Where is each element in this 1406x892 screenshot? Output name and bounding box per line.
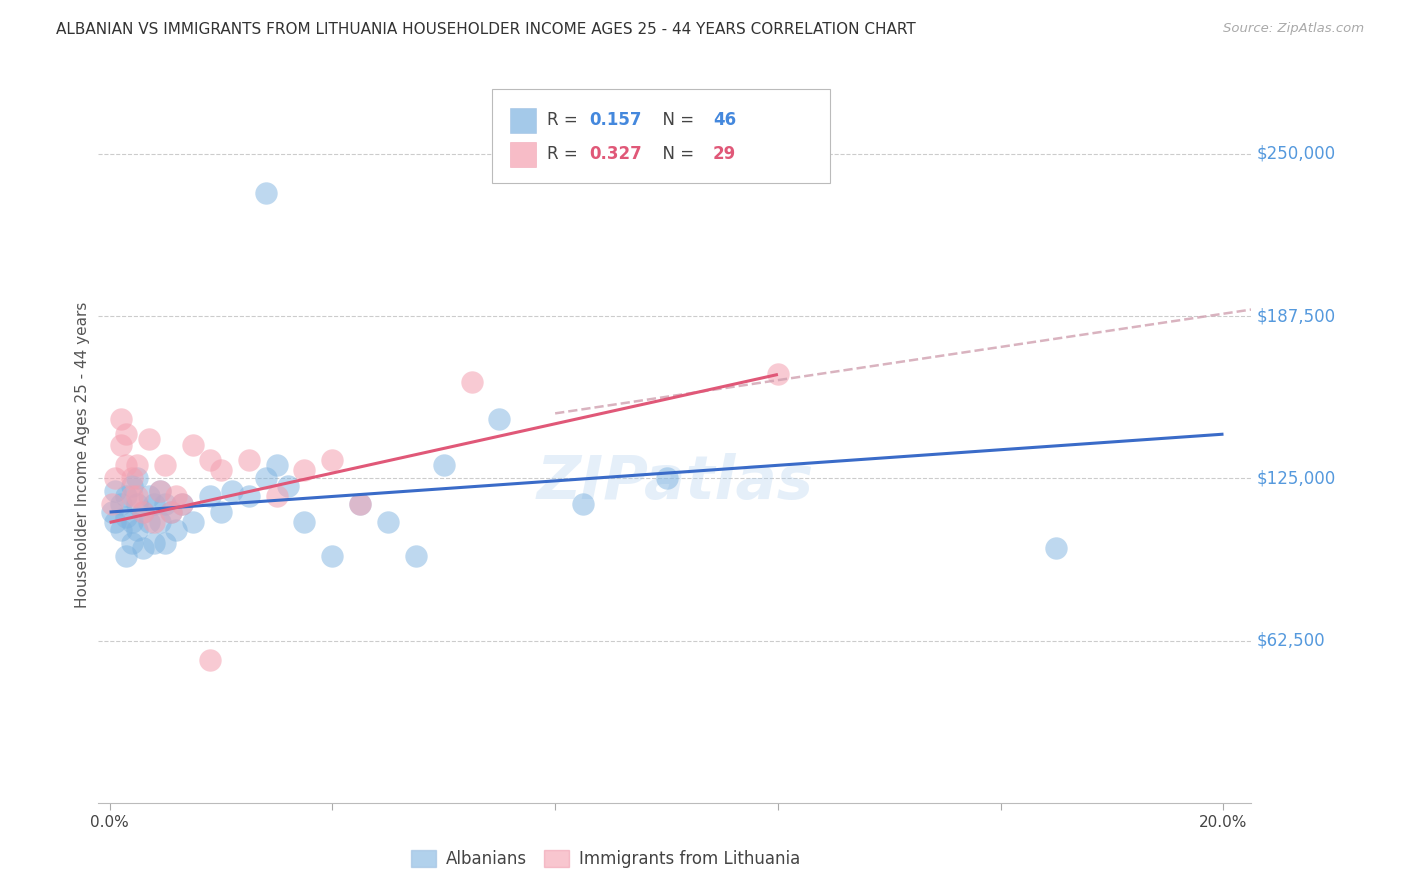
Text: 29: 29 [713, 145, 737, 163]
Text: $187,500: $187,500 [1257, 307, 1336, 325]
Point [488, 411, 510, 425]
Point [155, 458, 177, 473]
Legend: Albanians, Immigrants from Lithuania: Albanians, Immigrants from Lithuania [405, 843, 807, 874]
Point [149, 516, 172, 530]
Point [127, 471, 149, 485]
Point [321, 453, 343, 467]
Text: Source: ZipAtlas.com: Source: ZipAtlas.com [1223, 22, 1364, 36]
Point [198, 653, 221, 667]
Point [101, 497, 124, 511]
Point [266, 458, 288, 473]
Point [238, 490, 260, 504]
Point [349, 497, 371, 511]
Point [377, 516, 399, 530]
Point [101, 505, 124, 519]
Point [149, 484, 172, 499]
Point [159, 505, 181, 519]
Point [121, 479, 143, 493]
Text: ZIPatlas: ZIPatlas [536, 453, 814, 512]
Point [349, 497, 371, 511]
Point [115, 510, 138, 524]
Point [115, 490, 138, 504]
Text: R =: R = [547, 112, 583, 129]
Text: $250,000: $250,000 [1257, 145, 1336, 162]
Point [138, 490, 160, 504]
Point [115, 427, 138, 442]
Point [110, 411, 132, 425]
Point [294, 516, 316, 530]
Point [266, 490, 288, 504]
Point [143, 516, 166, 530]
Point [159, 505, 181, 519]
Point [294, 463, 316, 477]
Point [181, 516, 204, 530]
Point [766, 368, 789, 382]
Point [254, 186, 277, 200]
Point [254, 471, 277, 485]
Point [165, 490, 187, 504]
Point [165, 523, 187, 537]
Point [110, 497, 132, 511]
Point [405, 549, 427, 564]
Point [127, 490, 149, 504]
Point [104, 484, 127, 499]
Point [209, 505, 232, 519]
Point [460, 376, 482, 390]
Point [121, 536, 143, 550]
Point [104, 516, 127, 530]
Point [221, 484, 243, 499]
Point [655, 471, 678, 485]
Point [104, 471, 127, 485]
Text: 0.327: 0.327 [589, 145, 643, 163]
Text: 46: 46 [713, 112, 735, 129]
Point [121, 490, 143, 504]
Point [143, 536, 166, 550]
Point [121, 471, 143, 485]
Point [143, 497, 166, 511]
Point [198, 490, 221, 504]
Point [132, 505, 155, 519]
Text: $125,000: $125,000 [1257, 469, 1336, 487]
Text: ALBANIAN VS IMMIGRANTS FROM LITHUANIA HOUSEHOLDER INCOME AGES 25 - 44 YEARS CORR: ALBANIAN VS IMMIGRANTS FROM LITHUANIA HO… [56, 22, 915, 37]
Point [110, 523, 132, 537]
Point [170, 497, 193, 511]
Point [127, 497, 149, 511]
Text: $62,500: $62,500 [1257, 632, 1326, 649]
Point [127, 523, 149, 537]
Point [132, 505, 155, 519]
Y-axis label: Householder Income Ages 25 - 44 years: Householder Income Ages 25 - 44 years [75, 301, 90, 608]
Point [115, 549, 138, 564]
Point [132, 541, 155, 556]
Point [198, 453, 221, 467]
Point [277, 479, 299, 493]
Text: N =: N = [652, 145, 700, 163]
Point [121, 516, 143, 530]
Point [149, 484, 172, 499]
Point [170, 497, 193, 511]
Point [1045, 541, 1067, 556]
Point [155, 536, 177, 550]
Point [209, 463, 232, 477]
Point [110, 437, 132, 451]
Point [572, 497, 595, 511]
Text: N =: N = [652, 112, 700, 129]
Point [138, 516, 160, 530]
Text: 0.157: 0.157 [589, 112, 641, 129]
Point [127, 458, 149, 473]
Point [155, 497, 177, 511]
Point [238, 453, 260, 467]
Text: R =: R = [547, 145, 583, 163]
Point [321, 549, 343, 564]
Point [115, 458, 138, 473]
Point [181, 437, 204, 451]
Point [138, 433, 160, 447]
Point [433, 458, 456, 473]
